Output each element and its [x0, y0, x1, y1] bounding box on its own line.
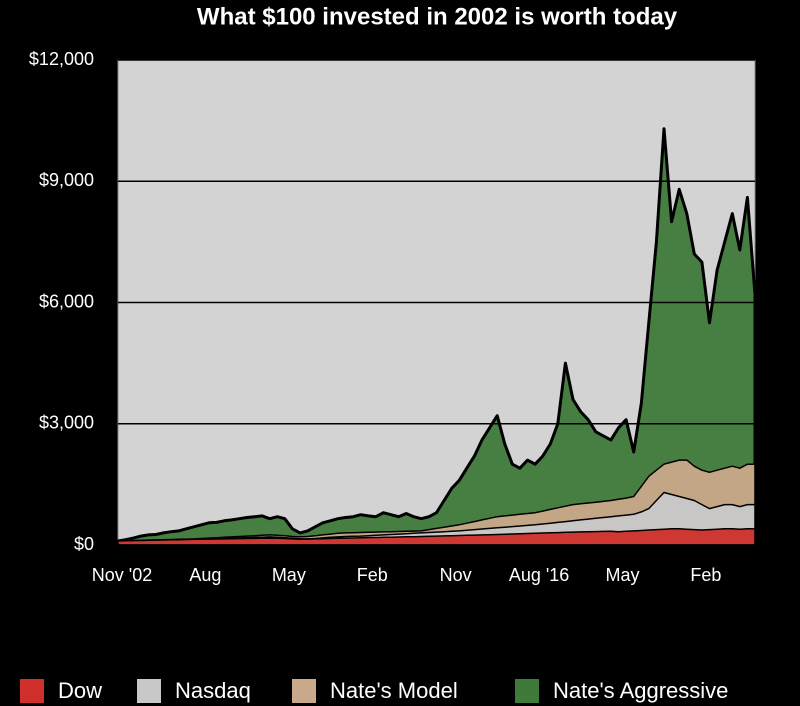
legend-label: Nasdaq: [175, 678, 251, 703]
legend-label: Nate's Aggressive: [553, 678, 728, 703]
area: [117, 528, 756, 546]
x-tick-label: May: [272, 565, 306, 585]
chart-title: What $100 invested in 2002 is worth toda…: [197, 3, 678, 30]
legend-label: Nate's Model: [330, 678, 458, 703]
y-tick-label: $0: [74, 534, 94, 554]
x-tick-label: Nov '02: [92, 565, 152, 585]
y-tick-label: $12,000: [29, 49, 94, 69]
legend-swatch: [20, 679, 44, 703]
legend-label: Dow: [58, 678, 102, 703]
x-tick-label: Feb: [357, 565, 388, 585]
x-tick-label: Aug: [189, 565, 221, 585]
legend-swatch: [292, 679, 316, 703]
y-tick-label: $6,000: [39, 291, 94, 311]
x-tick-label: Nov: [440, 565, 472, 585]
y-tick-label: $3,000: [39, 413, 94, 433]
x-tick-label: Aug '16: [509, 565, 570, 585]
legend-swatch: [515, 679, 539, 703]
x-tick-label: May: [605, 565, 639, 585]
legend-swatch: [137, 679, 161, 703]
x-tick-label: Feb: [690, 565, 721, 585]
y-tick-label: $9,000: [39, 170, 94, 190]
area: [116, 127, 757, 547]
